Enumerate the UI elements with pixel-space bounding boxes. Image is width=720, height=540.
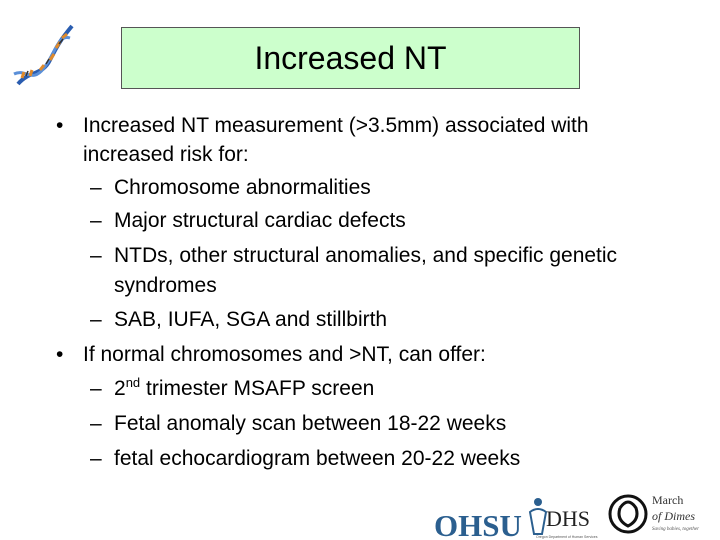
sub-item: Fetal anomaly scan between 18-22 weeks [114,412,507,435]
dash-glyph: – [90,209,102,232]
slide-title: Increased NT [254,39,447,76]
dhs-logo-icon: DHS Oregon Department of Human Services [528,498,598,539]
sub-item: fetal echocardiogram between 20-22 weeks [114,447,521,470]
mod-line1: March [652,493,683,507]
sub-item-cont: syndromes [114,274,217,297]
ohsu-logo: OHSU [434,508,522,540]
sub-item: Chromosome abnormalities [114,176,371,199]
dhs-logo: DHS [546,506,590,531]
dna-helix-icon [13,24,74,86]
dash-glyph: – [90,447,102,470]
ordinal-suffix: nd [125,375,141,390]
bullet-1-text: Increased NT measurement (>3.5mm) associ… [83,114,589,137]
ordinal-number: 2 [114,377,126,400]
sub-item: SAB, IUFA, SGA and stillbirth [114,308,388,331]
dash-glyph: – [90,176,102,199]
dash-glyph: – [90,244,102,267]
bullet-glyph: • [56,343,64,366]
title-box: Increased NT [121,27,580,89]
dash-glyph: – [90,308,102,331]
mod-tagline: Saving babies, together [652,527,699,532]
sponsor-logos: OHSU DHS Oregon Department of Human Serv… [434,493,699,540]
bullet-glyph: • [56,114,64,137]
dash-glyph: – [90,412,102,435]
sub-item-rest: trimester MSAFP screen [140,377,375,400]
bullet-1-text-cont: increased risk for: [83,143,249,166]
dhs-subtitle: Oregon Department of Human Services [536,535,598,539]
sub-item: Major structural cardiac defects [114,209,406,232]
dash-glyph: – [90,377,102,400]
sub-item: 2nd trimester MSAFP screen [114,375,375,401]
march-of-dimes-logo-icon: March of Dimes Saving babies, together [608,493,699,534]
bullet-2-text: If normal chromosomes and >NT, can offer… [83,343,486,366]
sub-item: NTDs, other structural anomalies, and sp… [114,244,618,267]
mod-line2: of Dimes [652,509,695,523]
